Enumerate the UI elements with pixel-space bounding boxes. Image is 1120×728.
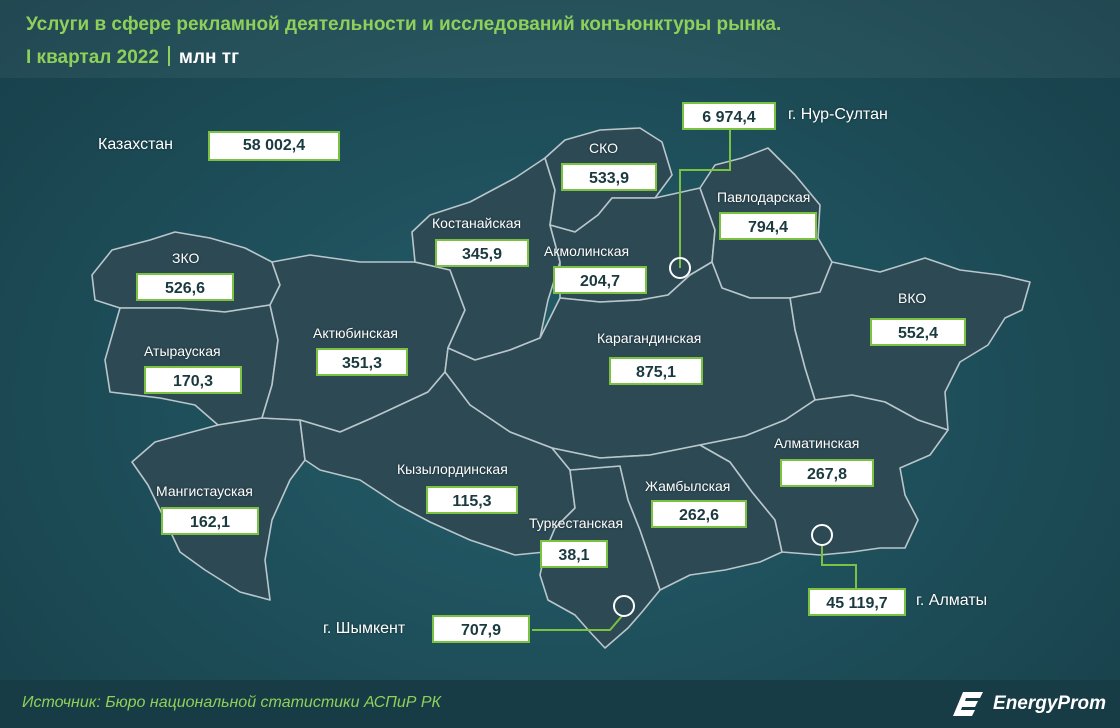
region-label-mangystau: Мангистауская xyxy=(156,483,253,499)
region-label-zko: ЗКО xyxy=(172,250,200,266)
period-label: I квартал 2022 xyxy=(26,47,159,68)
region-value-akmola: 204,7 xyxy=(553,266,647,294)
shymkent-marker xyxy=(613,595,635,617)
chart-subtitle: I квартал 2022 млн тг xyxy=(26,46,239,69)
footer: Источник: Бюро национальной статистики А… xyxy=(0,680,1120,728)
city-label-almaty: г. Алматы xyxy=(916,592,988,609)
city-value-almaty: 45 119,7 xyxy=(808,588,906,616)
region-value-almaty: 267,8 xyxy=(780,459,874,487)
region-label-karaganda: Карагандинская xyxy=(597,330,702,346)
region-value-zko: 526,6 xyxy=(136,273,234,301)
region-label-kyzylorda: Кызылординская xyxy=(397,461,508,477)
nursultan-marker xyxy=(669,257,691,279)
header: Услуги в сфере рекламной деятельности и … xyxy=(0,0,1120,78)
unit-label: млн тг xyxy=(178,47,240,68)
country-total-value: 58 002,4 xyxy=(208,131,340,161)
city-value-nursultan: 6 974,4 xyxy=(682,102,776,130)
region-value-aktobe: 351,3 xyxy=(316,348,408,376)
source-note: Источник: Бюро национальной статистики А… xyxy=(22,694,441,711)
region-label-aktobe: Актюбинская xyxy=(313,325,398,341)
city-value-shymkent: 707,9 xyxy=(432,615,530,643)
region-label-vko: ВКО xyxy=(898,290,927,306)
region-value-kostanay: 345,9 xyxy=(435,239,529,267)
city-label-shymkent: г. Шымкент xyxy=(323,620,406,637)
region-label-zhambyl: Жамбылская xyxy=(645,478,731,494)
region-label-pavlodar: Павлодарская xyxy=(717,189,811,205)
brand-logo: EnergyProm xyxy=(953,688,1106,720)
almaty-marker xyxy=(811,524,833,546)
region-value-zhambyl: 262,6 xyxy=(651,500,747,528)
region-label-sko: СКО xyxy=(589,140,618,156)
country-label: Казахстан xyxy=(98,136,173,153)
region-label-akmola: Акмолинская xyxy=(544,243,630,259)
nursultan-leader-line xyxy=(679,128,731,268)
region-label-atyrau: Атырауская xyxy=(144,343,221,359)
region-label-turkestan: Туркестанская xyxy=(529,515,624,531)
region-value-kyzylorda: 115,3 xyxy=(426,486,518,514)
region-label-kostanay: Костанайская xyxy=(432,215,522,231)
region-value-mangystau: 162,1 xyxy=(161,507,259,535)
region-label-almaty: Алматинская xyxy=(774,435,860,451)
chart-title: Услуги в сфере рекламной деятельности и … xyxy=(26,14,782,35)
brand-name: EnergyProm xyxy=(993,693,1106,714)
region-value-karaganda: 875,1 xyxy=(609,357,703,385)
region-atyrau xyxy=(104,304,279,426)
separator xyxy=(167,46,170,66)
region-value-vko: 552,4 xyxy=(870,318,966,346)
energyprom-logo-icon xyxy=(953,692,984,716)
city-label-nursultan: г. Нур-Султан xyxy=(788,106,888,123)
region-value-pavlodar: 794,4 xyxy=(719,212,817,240)
almaty-leader-line xyxy=(821,545,857,592)
region-value-atyrau: 170,3 xyxy=(144,366,242,394)
region-value-sko: 533,9 xyxy=(561,163,657,191)
shymkent-leader-line xyxy=(532,615,623,631)
region-value-turkestan: 38,1 xyxy=(540,540,608,568)
